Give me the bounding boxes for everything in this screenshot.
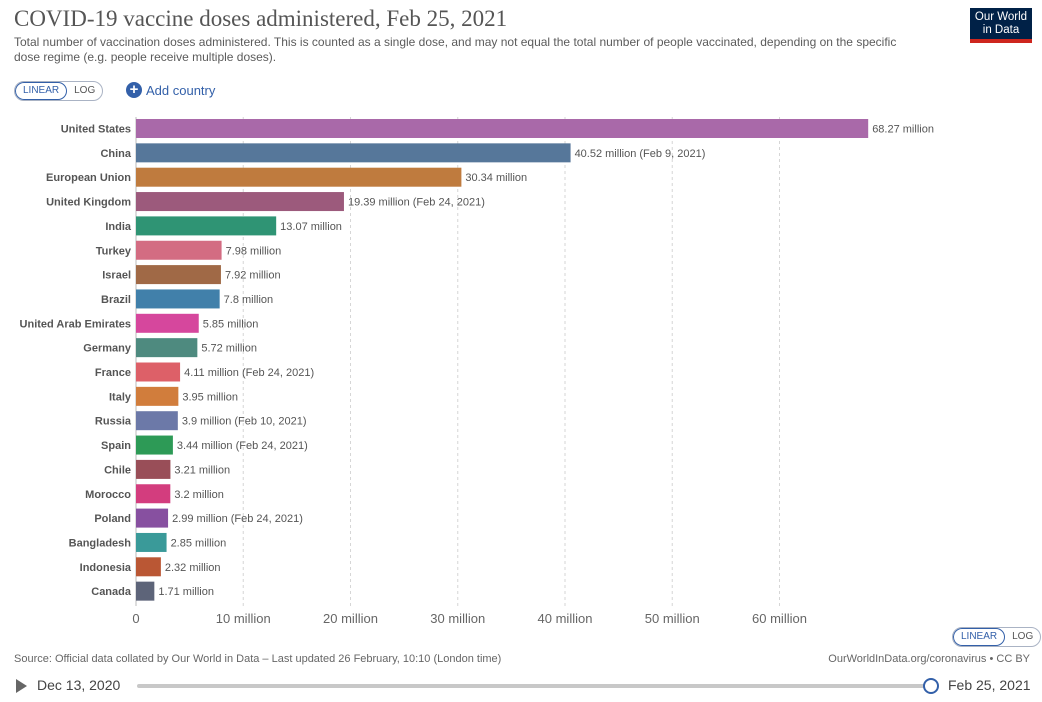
bar[interactable]	[136, 265, 221, 285]
category-label: Chile	[104, 464, 131, 476]
bar[interactable]	[136, 216, 277, 236]
category-label: European Union	[46, 172, 131, 184]
bar[interactable]	[136, 435, 173, 455]
data-label: 19.39 million (Feb 24, 2021)	[348, 197, 485, 209]
category-label: Poland	[94, 513, 131, 525]
data-label: 7.98 million	[226, 245, 282, 257]
category-label: India	[105, 221, 132, 233]
log-scale-button[interactable]: LOG	[74, 85, 96, 96]
data-label: 2.85 million	[171, 537, 227, 549]
chart-title: COVID-19 vaccine doses administered, Feb…	[14, 6, 508, 31]
data-label: 4.11 million (Feb 24, 2021)	[184, 367, 314, 379]
bar[interactable]	[136, 557, 161, 577]
category-label: Russia	[95, 416, 132, 428]
add-country-button[interactable]: + Add country	[126, 82, 215, 98]
category-label: China	[100, 148, 131, 160]
bar[interactable]	[136, 192, 344, 212]
data-label: 5.72 million	[201, 343, 257, 355]
timeline-slider-handle[interactable]	[923, 678, 939, 694]
scale-toggle-top[interactable]: LINEAR LOG	[14, 81, 104, 101]
source-note[interactable]: Source: Official data collated by Our Wo…	[14, 653, 502, 665]
data-label: 1.71 million	[158, 586, 214, 598]
bar[interactable]	[136, 289, 220, 309]
data-label: 3.95 million	[182, 391, 238, 403]
logo-line-1: Our World	[974, 11, 1028, 23]
category-label: Spain	[101, 440, 131, 452]
bar[interactable]	[136, 119, 869, 138]
data-label: 5.85 million	[203, 318, 259, 330]
bar[interactable]	[136, 484, 171, 504]
data-label: 13.07 million	[280, 221, 342, 233]
data-label: 3.2 million	[174, 489, 224, 501]
bar[interactable]	[136, 411, 178, 431]
x-tick-label: 50 million	[645, 611, 700, 626]
category-label: Morocco	[85, 489, 131, 501]
category-label: United Kingdom	[46, 197, 131, 209]
data-label: 2.32 million	[165, 562, 221, 574]
x-tick-label: 20 million	[323, 611, 378, 626]
bar[interactable]	[136, 338, 198, 358]
log-scale-button-bottom[interactable]: LOG	[1012, 631, 1034, 642]
data-label: 3.9 million (Feb 10, 2021)	[182, 416, 307, 428]
scale-toggle-bottom[interactable]: LINEAR LOG	[952, 627, 1042, 647]
x-tick-label: 0	[132, 611, 139, 626]
bar[interactable]	[136, 313, 199, 333]
bar[interactable]	[136, 581, 155, 601]
x-tick-label: 10 million	[216, 611, 271, 626]
timeline: Dec 13, 2020 Feb 25, 2021	[0, 674, 1042, 698]
data-label: 3.21 million	[174, 464, 230, 476]
data-label: 40.52 million (Feb 9, 2021)	[575, 148, 706, 160]
category-label: Canada	[91, 586, 132, 598]
category-label: Israel	[102, 270, 131, 282]
bar[interactable]	[136, 386, 179, 406]
credit-link[interactable]: OurWorldInData.org/coronavirus • CC BY	[828, 653, 1030, 665]
category-label: Italy	[109, 391, 132, 403]
bar-chart: 0 10 million 20 million 30 million 40 millio…	[20, 117, 934, 626]
linear-scale-button-bottom[interactable]: LINEAR	[953, 628, 1006, 646]
bar[interactable]	[136, 240, 222, 260]
timeline-slider-track[interactable]	[137, 684, 930, 688]
data-label: 3.44 million (Feb 24, 2021)	[177, 440, 308, 452]
category-label: Turkey	[96, 245, 132, 257]
bar[interactable]	[136, 459, 171, 479]
data-label: 7.92 million	[225, 270, 281, 282]
x-tick-label: 40 million	[538, 611, 593, 626]
bar[interactable]	[136, 143, 571, 163]
bar[interactable]	[136, 167, 462, 187]
category-label: Germany	[83, 343, 132, 355]
linear-scale-button[interactable]: LINEAR	[15, 82, 68, 100]
bar[interactable]	[136, 362, 181, 382]
chart-subtitle: Total number of vaccination doses admini…	[14, 35, 897, 64]
timeline-end-date: Feb 25, 2021	[948, 677, 1031, 693]
bar[interactable]	[136, 532, 167, 552]
bar[interactable]	[136, 508, 169, 528]
x-tick-label: 60 million	[752, 611, 807, 626]
data-label: 68.27 million	[872, 124, 934, 136]
category-label: Indonesia	[80, 562, 132, 574]
data-label: 30.34 million	[465, 172, 527, 184]
plus-circle-icon: +	[126, 82, 142, 98]
add-country-label: Add country	[146, 82, 216, 98]
x-tick-label: 30 million	[430, 611, 485, 626]
play-icon[interactable]	[16, 679, 27, 693]
category-label: Brazil	[101, 294, 131, 306]
category-label: France	[95, 367, 131, 379]
category-label: United Arab Emirates	[20, 318, 131, 330]
data-label: 7.8 million	[224, 294, 274, 306]
category-label: Bangladesh	[69, 537, 132, 549]
owid-logo[interactable]: Our World in Data	[970, 8, 1032, 43]
category-label: United States	[61, 124, 131, 136]
logo-line-2: in Data	[982, 24, 1020, 36]
timeline-start-date: Dec 13, 2020	[37, 677, 121, 693]
data-label: 2.99 million (Feb 24, 2021)	[172, 513, 303, 525]
